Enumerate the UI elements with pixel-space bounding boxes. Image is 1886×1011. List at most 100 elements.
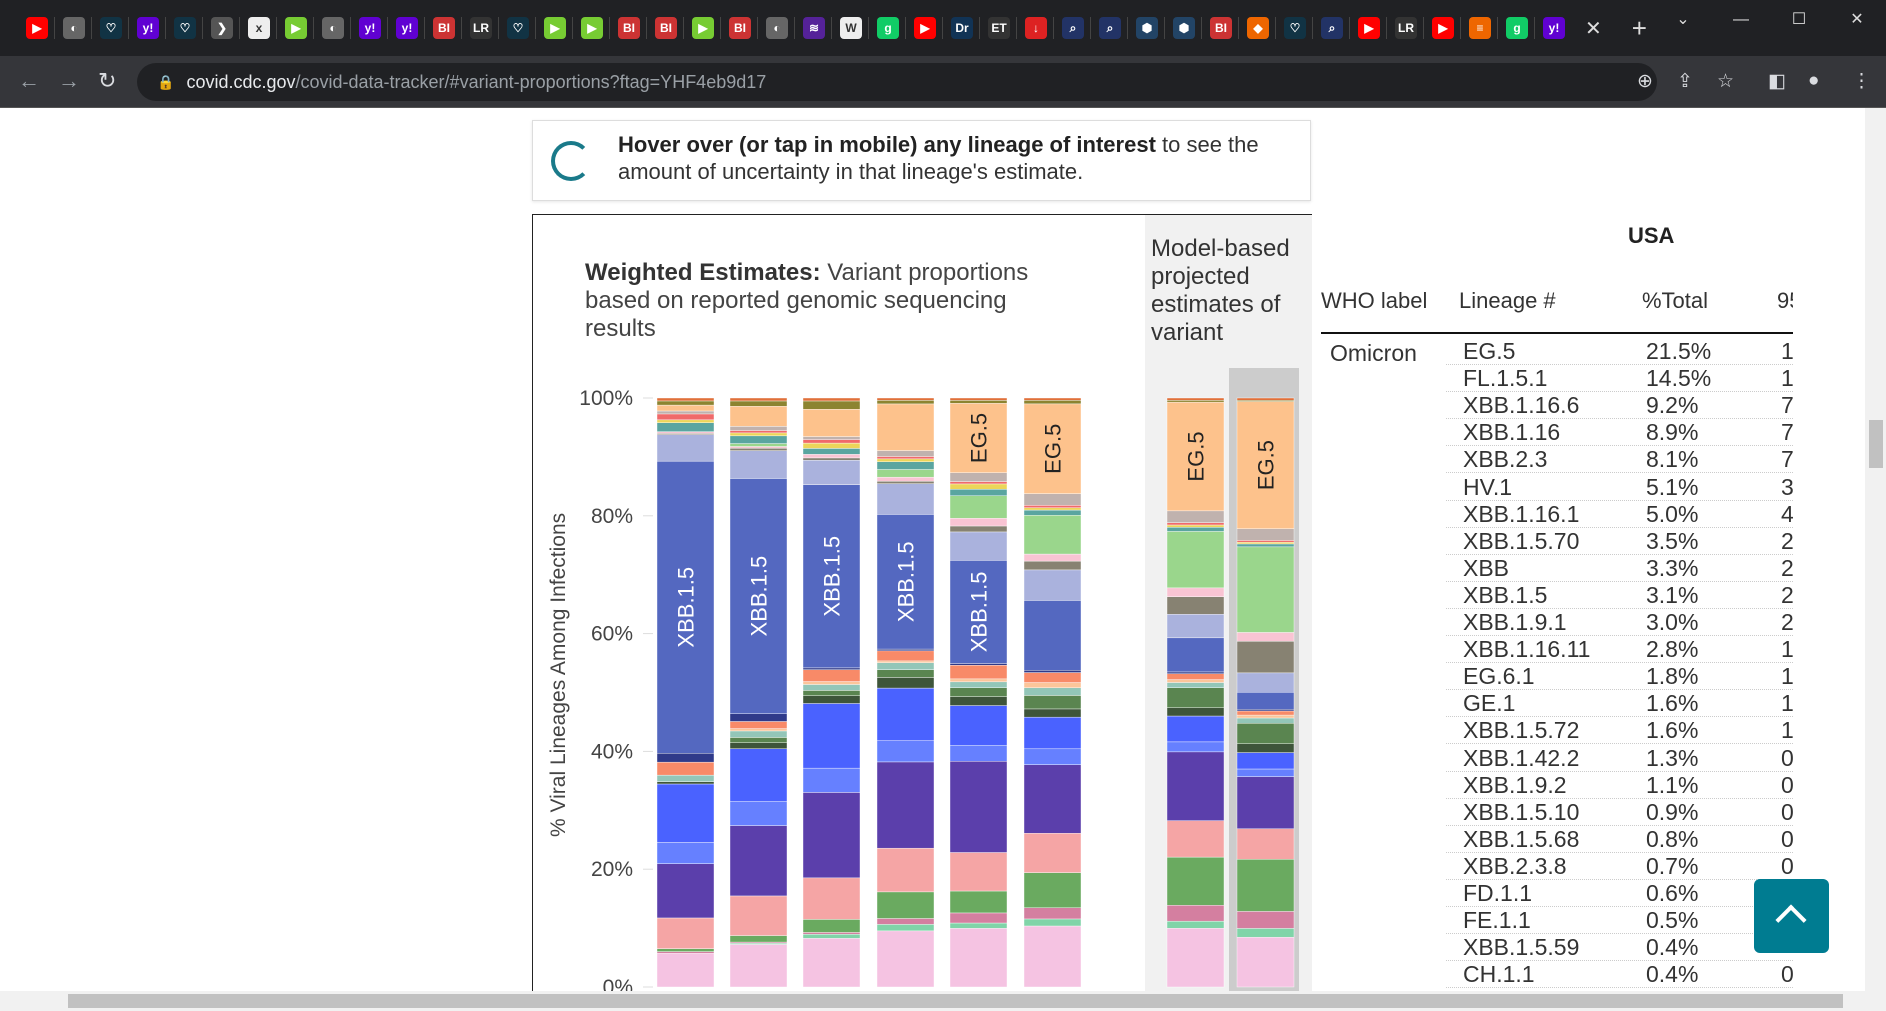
bar-segment-lavender[interactable] (949, 531, 1008, 561)
bar-segment-red[interactable] (656, 413, 715, 421)
bar-segment-green[interactable] (656, 948, 715, 952)
bar-segment-red[interactable] (1236, 540, 1295, 543)
bar-segment-yellow[interactable] (1236, 541, 1295, 545)
bar-segment-lavender[interactable] (1166, 614, 1225, 639)
bar-segment-EG.5[interactable] (729, 406, 788, 427)
bar-segment-EG.5[interactable] (949, 403, 1008, 473)
bar-segment-mauve[interactable] (1023, 907, 1082, 920)
bar-segment-purple[interactable] (729, 825, 788, 897)
bar-segment-lavender[interactable] (1023, 569, 1082, 601)
bar-segment-purple[interactable] (876, 761, 935, 849)
tab-favicon[interactable]: ⌕ (1321, 17, 1343, 39)
tab-favicon[interactable]: ⌕ (1062, 17, 1084, 39)
bar-segment-olive[interactable] (1166, 400, 1225, 403)
bar-segment-XBB.1.5[interactable] (729, 478, 788, 714)
close-window-button[interactable]: ✕ (1850, 11, 1864, 28)
bar-segment-orange[interactable] (1236, 710, 1295, 716)
bar-segment-gray[interactable] (802, 457, 861, 461)
vertical-scroll-thumb[interactable] (1869, 420, 1883, 468)
bar-segment-XBB.1.5[interactable] (656, 460, 715, 754)
bar-segment-teal-light[interactable] (729, 730, 788, 738)
bar-segment-teal[interactable] (876, 461, 935, 470)
bar-segment-gray[interactable] (1023, 560, 1082, 571)
bar-segment-olive[interactable] (1023, 400, 1082, 405)
bar-segment-navy[interactable] (729, 713, 788, 722)
tab-favicon[interactable]: ▶ (1432, 17, 1454, 39)
bar-segment-orange[interactable] (656, 761, 715, 776)
bar-segment-gray[interactable] (949, 525, 1008, 533)
bar-segment-yellow[interactable] (656, 419, 715, 423)
bar-segment-dark-green[interactable] (1236, 743, 1295, 753)
bar-segment-teal[interactable] (1023, 509, 1082, 516)
bar-segment-yellow[interactable] (949, 483, 1008, 490)
bar-segment-salmon[interactable] (729, 895, 788, 936)
bar-segment-light-pink[interactable] (656, 431, 715, 434)
bar-segment-teal[interactable] (1236, 543, 1295, 548)
bar-segment-pink[interactable] (802, 938, 861, 988)
back-to-top-button[interactable] (1754, 879, 1829, 953)
bar-segment-olive[interactable] (876, 400, 935, 405)
bar-segment-XBB.1.5[interactable] (1166, 637, 1225, 673)
bar-segment-EG.5[interactable] (876, 403, 935, 451)
bookmark-star-icon[interactable]: ☆ (1717, 71, 1735, 92)
bar-segment-teal-light[interactable] (949, 681, 1008, 688)
bar-segment-salmon[interactable] (656, 917, 715, 949)
tab-favicon[interactable]: ET (988, 17, 1010, 39)
side-panel-icon[interactable]: ◧ (1768, 71, 1786, 92)
tab-favicon[interactable]: ♡ (174, 17, 196, 39)
bar-segment-teal[interactable] (1166, 527, 1225, 532)
tab-favicon[interactable]: ▶ (581, 17, 603, 39)
bar-segment-mint[interactable] (1236, 928, 1295, 938)
bar-segment-navy[interactable] (656, 753, 715, 763)
bar-segment-purple[interactable] (949, 761, 1008, 853)
bar-segment-mid-blue[interactable] (1166, 741, 1225, 753)
bar-segment-green-2[interactable] (1166, 687, 1225, 708)
tab-favicon[interactable]: ♡ (1284, 17, 1306, 39)
bar-segment-pink[interactable] (656, 953, 715, 988)
bar-segment-lavender[interactable] (656, 434, 715, 462)
bar-segment-gray[interactable] (1236, 641, 1295, 674)
bar-segment-olive[interactable] (656, 400, 715, 406)
bar-segment-taupe[interactable] (802, 436, 861, 440)
bar-segment-teal-light[interactable] (802, 684, 861, 691)
bar-segment-olive[interactable] (949, 400, 1008, 404)
bar-segment-salmon[interactable] (876, 847, 935, 893)
tab-favicon[interactable]: LR (470, 17, 492, 39)
minimize-button[interactable]: — (1733, 11, 1749, 28)
bar-segment-top-orange[interactable] (1023, 397, 1082, 401)
bar-segment-teal-light[interactable] (1023, 687, 1082, 696)
profile-icon[interactable]: ● (1808, 70, 1820, 91)
bar-segment-EG.5[interactable] (1236, 401, 1295, 529)
bar-segment-orange[interactable] (802, 669, 861, 682)
tab-favicon[interactable]: y! (359, 17, 381, 39)
bar-segment-top-orange[interactable] (1236, 397, 1295, 401)
bar-segment-navy[interactable] (1166, 671, 1225, 674)
bar-segment-orange[interactable] (876, 650, 935, 662)
bar-segment-mauve[interactable] (1166, 905, 1225, 922)
bar-segment-mid-blue[interactable] (802, 767, 861, 793)
bar-segment-red[interactable] (1023, 505, 1082, 508)
bar-segment-XBB.1.5[interactable] (876, 514, 935, 650)
bar-segment-navy[interactable] (876, 648, 935, 652)
tab-favicon[interactable]: x (248, 17, 270, 39)
bar-segment-mid-blue[interactable] (949, 745, 1008, 762)
bar-segment-yellow[interactable] (802, 442, 861, 449)
bar-segment-dark-green[interactable] (656, 781, 715, 785)
vertical-scrollbar[interactable] (1865, 108, 1886, 991)
bar-segment-salmon[interactable] (1023, 833, 1082, 873)
bar-segment-blue[interactable] (802, 703, 861, 769)
bar-segment-XBB.1.5[interactable] (949, 560, 1008, 664)
bar-segment-salmon[interactable] (1166, 820, 1225, 858)
bar-segment-pink[interactable] (729, 944, 788, 988)
bar-segment-light-green[interactable] (1023, 515, 1082, 555)
bar-segment-EG.5[interactable] (802, 409, 861, 437)
share-icon[interactable]: ⇪ (1677, 71, 1693, 92)
bar-segment-navy[interactable] (802, 667, 861, 670)
bar-segment-orange[interactable] (949, 665, 1008, 680)
bar-segment-navy[interactable] (1023, 670, 1082, 673)
bar-segment-red[interactable] (876, 456, 935, 460)
bar-segment-gray[interactable] (876, 481, 935, 484)
tab-favicon[interactable]: W (840, 17, 862, 39)
bar-segment-mauve[interactable] (949, 912, 1008, 924)
bar-segment-mint[interactable] (949, 922, 1008, 929)
